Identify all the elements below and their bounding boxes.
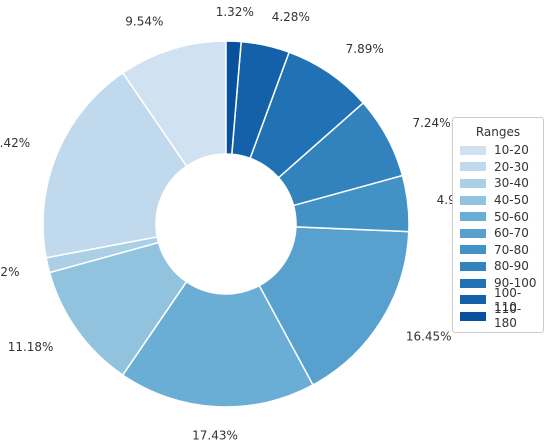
legend-item-100-110: 100-110 <box>453 286 543 314</box>
legend-swatch <box>460 195 486 205</box>
legend-list: 10-20 20-30 30-40 40-50 50-60 60-70 70-80 80-90… <box>453 142 543 330</box>
legend-item-40-50: 40-50 <box>453 192 543 209</box>
legend-item-10-20: 10-20 <box>453 142 543 159</box>
legend-item-70-80: 70-80 <box>453 242 543 259</box>
legend-item-110-180: 110-180 <box>453 302 543 330</box>
slice-labels: 9.54%18.42%1.32%11.18%17.43%16.45%4.93%7… <box>0 5 475 443</box>
legend-swatch <box>460 278 486 288</box>
slice-label-20-30: 18.42% <box>0 136 30 150</box>
legend-swatch <box>460 162 486 172</box>
legend-item-30-40: 30-40 <box>453 175 543 192</box>
legend-item-20-30: 20-30 <box>453 159 543 176</box>
legend-label: 80-90 <box>494 259 529 274</box>
slice-label-90-100: 7.89% <box>346 42 384 56</box>
legend-label: 90-100 <box>494 276 537 291</box>
legend-swatch <box>460 311 486 321</box>
legend-label: 100-110 <box>494 285 522 314</box>
slice-110-180 <box>225 40 242 156</box>
legend-swatch <box>460 145 486 155</box>
slice-60-70 <box>258 226 410 386</box>
legend-label: 30-40 <box>494 176 529 191</box>
legend: Ranges 10-20 20-30 30-40 40-50 50-60 60-70 70-… <box>452 117 544 333</box>
legend-label: 40-50 <box>494 193 529 208</box>
slice-20-30 <box>42 71 188 259</box>
legend-item-80-90: 80-90 <box>453 258 543 275</box>
slice-label-30-40: 1.32% <box>0 265 19 279</box>
slice-label-100-110: 4.28% <box>272 10 310 24</box>
legend-label: 50-60 <box>494 209 529 224</box>
legend-title: Ranges <box>475 125 521 139</box>
slice-label-80-90: 7.24% <box>412 116 450 130</box>
legend-swatch <box>460 228 486 238</box>
slice-label-40-50: 11.18% <box>8 340 54 354</box>
slice-label-60-70: 16.45% <box>406 329 452 343</box>
legend-label: 110-180 <box>494 302 522 331</box>
legend-label: 20-30 <box>494 159 529 174</box>
slice-50-60 <box>121 280 315 408</box>
pie-slices <box>42 40 410 408</box>
legend-item-90-100: 90-100 <box>453 275 543 292</box>
slice-label-10-20: 9.54% <box>125 14 163 28</box>
legend-swatch <box>460 212 486 222</box>
legend-label: 10-20 <box>494 143 529 158</box>
legend-swatch <box>460 261 486 271</box>
legend-label: 60-70 <box>494 226 529 241</box>
legend-swatch <box>460 245 486 255</box>
legend-label: 70-80 <box>494 242 529 257</box>
slice-label-110-180: 1.32% <box>216 5 254 19</box>
legend-swatch <box>460 295 486 305</box>
legend-swatch <box>460 178 486 188</box>
legend-item-60-70: 60-70 <box>453 225 543 242</box>
slice-label-50-60: 17.43% <box>192 429 238 443</box>
legend-item-50-60: 50-60 <box>453 208 543 225</box>
